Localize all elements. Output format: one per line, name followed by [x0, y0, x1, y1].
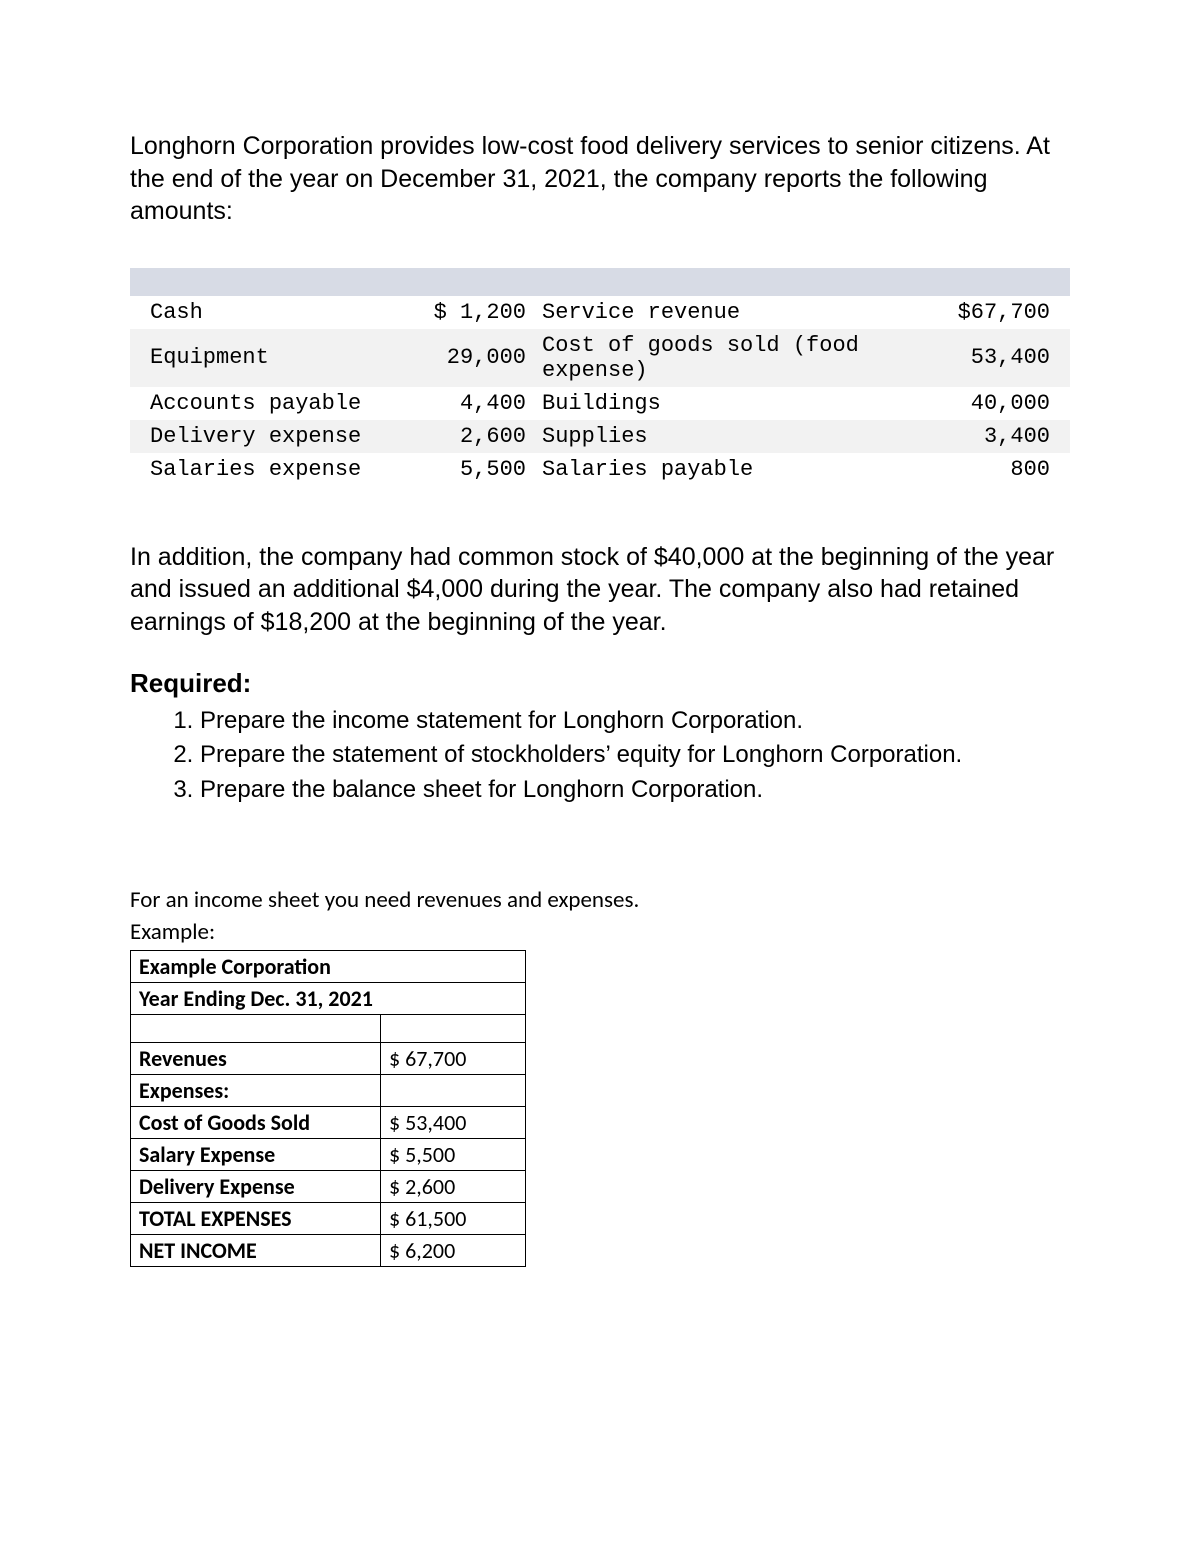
intro-paragraph: Longhorn Corporation provides low-cost f…	[130, 130, 1070, 228]
example-row-value: $ 53,400	[381, 1107, 526, 1139]
account-label: Supplies	[534, 420, 912, 453]
example-row-label: Expenses:	[131, 1075, 381, 1107]
account-label: Equipment	[130, 329, 408, 387]
example-row-value: $ 5,500	[381, 1139, 526, 1171]
table-row: Accounts payable4,400Buildings40,000	[130, 387, 1070, 420]
table-row: Expenses:	[131, 1075, 526, 1107]
account-value: $ 1,200	[408, 296, 534, 329]
table-row: Example Corporation	[131, 951, 526, 983]
table-row: Delivery Expense$ 2,600	[131, 1171, 526, 1203]
account-value: 53,400	[912, 329, 1070, 387]
example-row-value	[381, 1075, 526, 1107]
table-row: Cash$ 1,200Service revenue$67,700	[130, 296, 1070, 329]
list-item: Prepare the income statement for Longhor…	[200, 705, 1070, 737]
account-value: 5,500	[408, 453, 534, 486]
amounts-table: Cash$ 1,200Service revenue$67,700Equipme…	[130, 296, 1070, 486]
example-row-label: Revenues	[131, 1043, 381, 1075]
account-value: $67,700	[912, 296, 1070, 329]
example-title: Example Corporation	[131, 951, 526, 983]
table-row: NET INCOME$ 6,200	[131, 1235, 526, 1267]
account-value: 800	[912, 453, 1070, 486]
account-value: 40,000	[912, 387, 1070, 420]
account-value: 3,400	[912, 420, 1070, 453]
account-label: Delivery expense	[130, 420, 408, 453]
account-label: Salaries expense	[130, 453, 408, 486]
table-row: Cost of Goods Sold$ 53,400	[131, 1107, 526, 1139]
table-row: TOTAL EXPENSES$ 61,500	[131, 1203, 526, 1235]
table-row: Delivery expense2,600Supplies3,400	[130, 420, 1070, 453]
example-row-label: Salary Expense	[131, 1139, 381, 1171]
example-subtitle: Year Ending Dec. 31, 2021	[131, 983, 526, 1015]
table-row: Equipment29,000Cost of goods sold (food …	[130, 329, 1070, 387]
example-row-value: $ 6,200	[381, 1235, 526, 1267]
account-label: Buildings	[534, 387, 912, 420]
required-heading: Required:	[130, 668, 1070, 699]
example-row-value: $ 2,600	[381, 1171, 526, 1203]
table-row: Salaries expense5,500Salaries payable800	[130, 453, 1070, 486]
amounts-table-header-bar	[130, 268, 1070, 296]
table-row: Salary Expense$ 5,500	[131, 1139, 526, 1171]
table-row	[131, 1015, 526, 1043]
account-value: 29,000	[408, 329, 534, 387]
example-row-label: TOTAL EXPENSES	[131, 1203, 381, 1235]
blank-cell	[381, 1015, 526, 1043]
account-label: Cash	[130, 296, 408, 329]
example-row-value: $ 61,500	[381, 1203, 526, 1235]
account-value: 2,600	[408, 420, 534, 453]
account-value: 4,400	[408, 387, 534, 420]
table-row: Year Ending Dec. 31, 2021	[131, 983, 526, 1015]
list-item: Prepare the balance sheet for Longhorn C…	[200, 774, 1070, 806]
note-line-2: Example:	[130, 918, 1070, 946]
example-row-label: Delivery Expense	[131, 1171, 381, 1203]
required-list: Prepare the income statement for Longhor…	[130, 705, 1070, 806]
table-row: Revenues$ 67,700	[131, 1043, 526, 1075]
list-item: Prepare the statement of stockholders’ e…	[200, 739, 1070, 771]
account-label: Accounts payable	[130, 387, 408, 420]
account-label: Service revenue	[534, 296, 912, 329]
example-row-label: Cost of Goods Sold	[131, 1107, 381, 1139]
example-income-table: Example Corporation Year Ending Dec. 31,…	[130, 950, 526, 1267]
amounts-table-block: Cash$ 1,200Service revenue$67,700Equipme…	[130, 268, 1070, 486]
example-row-label: NET INCOME	[131, 1235, 381, 1267]
addendum-paragraph: In addition, the company had common stoc…	[130, 541, 1070, 639]
example-row-value: $ 67,700	[381, 1043, 526, 1075]
account-label: Salaries payable	[534, 453, 912, 486]
account-label: Cost of goods sold (food expense)	[534, 329, 912, 387]
blank-cell	[131, 1015, 381, 1043]
note-line-1: For an income sheet you need revenues an…	[130, 886, 1070, 914]
